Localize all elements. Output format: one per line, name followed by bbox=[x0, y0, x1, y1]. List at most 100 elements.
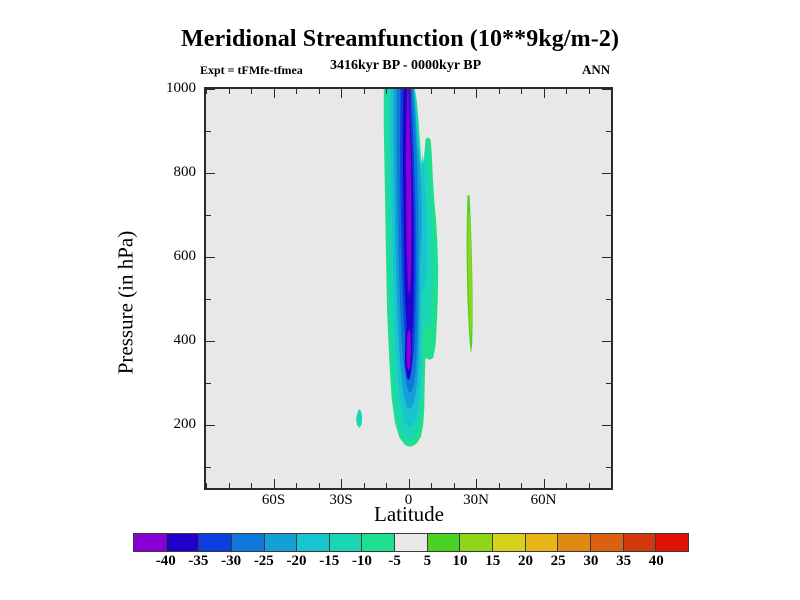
x-tick-label: 30N bbox=[463, 492, 489, 508]
colorbar-swatch bbox=[656, 534, 688, 551]
tick-mark bbox=[453, 483, 455, 488]
tick-mark bbox=[498, 483, 500, 488]
colorbar-swatch bbox=[493, 534, 526, 551]
y-axis-label: Pressure (in hPa) bbox=[113, 230, 138, 375]
colorbar-tick-label: -15 bbox=[319, 553, 340, 569]
tick-mark bbox=[206, 483, 207, 488]
contour-band--40-upper bbox=[406, 328, 411, 371]
contour-field bbox=[356, 89, 473, 447]
y-tick-label: 1000 bbox=[166, 80, 196, 96]
colorbar-tick-label: -40 bbox=[155, 553, 176, 569]
tick-mark bbox=[206, 257, 215, 258]
tick-mark bbox=[206, 383, 211, 384]
colorbar-swatch bbox=[460, 534, 494, 551]
contour-blob--10-inner bbox=[357, 412, 362, 426]
tick-mark bbox=[206, 299, 211, 300]
tick-mark bbox=[566, 483, 567, 488]
tick-mark bbox=[611, 89, 612, 94]
tick-mark bbox=[318, 483, 320, 488]
colorbar-swatch bbox=[134, 534, 167, 551]
tick-mark bbox=[318, 89, 320, 94]
tick-mark bbox=[476, 89, 477, 98]
tick-mark bbox=[386, 89, 387, 94]
tick-mark bbox=[228, 483, 230, 488]
tick-mark bbox=[606, 383, 611, 384]
tick-mark bbox=[606, 215, 611, 216]
colorbar-swatch bbox=[558, 534, 591, 551]
tick-mark bbox=[206, 173, 215, 174]
tick-mark bbox=[206, 425, 215, 426]
page-title: Meridional Streamfunction (10**9kg/m-2) bbox=[180, 26, 620, 52]
tick-mark bbox=[606, 299, 611, 300]
colorbar-swatch bbox=[231, 534, 265, 551]
period-label: 3416kyr BP - 0000kyr BP bbox=[330, 58, 482, 73]
tick-mark bbox=[296, 483, 297, 488]
y-tick-label: 400 bbox=[173, 332, 197, 348]
colorbar-tick-label: 35 bbox=[616, 553, 632, 569]
tick-mark bbox=[606, 131, 611, 132]
tick-mark bbox=[206, 467, 211, 468]
tick-mark bbox=[476, 479, 477, 488]
tick-mark bbox=[521, 89, 522, 94]
tick-mark bbox=[341, 89, 342, 98]
colorbar-swatch bbox=[427, 534, 461, 551]
x-tick-label: 60S bbox=[261, 492, 286, 508]
tick-mark bbox=[611, 483, 612, 488]
colorbar-tick-label: -30 bbox=[221, 553, 242, 569]
tick-mark bbox=[273, 89, 275, 98]
colorbar-swatch bbox=[329, 534, 363, 551]
colorbar-swatch bbox=[264, 534, 298, 551]
tick-mark bbox=[543, 479, 545, 488]
colorbar-swatch bbox=[623, 534, 657, 551]
tick-mark bbox=[296, 89, 297, 94]
tick-mark bbox=[206, 341, 215, 342]
x-tick-label: 30S bbox=[329, 492, 353, 508]
season-label: ANN bbox=[582, 62, 611, 77]
tick-mark bbox=[251, 89, 252, 94]
y-tick-label: 800 bbox=[173, 164, 197, 180]
colorbar-tick-label: 5 bbox=[423, 553, 432, 569]
y-tick-label: 600 bbox=[173, 248, 197, 264]
colorbar-tick-label: -35 bbox=[188, 553, 209, 569]
tick-mark bbox=[521, 483, 522, 488]
tick-mark bbox=[588, 89, 590, 94]
tick-mark bbox=[453, 89, 455, 94]
y-tick-label: 200 bbox=[173, 416, 197, 432]
tick-mark bbox=[602, 173, 611, 174]
contour-band--40 bbox=[406, 89, 412, 294]
tick-mark bbox=[341, 479, 342, 488]
tick-mark bbox=[602, 425, 611, 426]
x-axis-label: Latitude bbox=[374, 502, 444, 526]
colorbar-tick-label: -5 bbox=[388, 553, 401, 569]
colorbar-tick-label: 15 bbox=[485, 553, 501, 569]
colorbar-swatch bbox=[166, 534, 200, 551]
tick-mark bbox=[206, 89, 207, 94]
tick-mark bbox=[251, 483, 252, 488]
tick-mark bbox=[228, 89, 230, 94]
tick-mark bbox=[602, 341, 611, 342]
colorbar-tick-label: 25 bbox=[550, 553, 566, 569]
contour-plot-area bbox=[204, 87, 613, 490]
tick-mark bbox=[408, 89, 410, 98]
tick-mark bbox=[498, 89, 500, 94]
colorbar-swatch bbox=[297, 534, 330, 551]
tick-mark bbox=[273, 479, 275, 488]
x-tick-label: 0 bbox=[404, 492, 413, 508]
tick-mark bbox=[386, 483, 387, 488]
colorbar-tick-label: 20 bbox=[517, 553, 533, 569]
tick-mark bbox=[431, 89, 432, 94]
colorbar-swatch bbox=[199, 534, 232, 551]
colorbar-tick-label: -25 bbox=[253, 553, 274, 569]
colorbar-swatch bbox=[590, 534, 624, 551]
experiment-label: Expt = tFMfe-tfmea bbox=[200, 63, 303, 77]
colorbar-swatch bbox=[395, 534, 428, 551]
contour-band-10-positive bbox=[467, 210, 472, 339]
colorbar-tick-labels: -40 -35 -30 -25 -20 -15 -10 -5 5 10 15 20 25 30 35 40 bbox=[133, 553, 689, 573]
tick-mark bbox=[543, 89, 545, 98]
colorbar-tick-label: 40 bbox=[648, 553, 664, 569]
colorbar-tick-label: -20 bbox=[286, 553, 307, 569]
tick-mark bbox=[206, 131, 211, 132]
tick-mark bbox=[363, 89, 365, 94]
tick-mark bbox=[588, 483, 590, 488]
